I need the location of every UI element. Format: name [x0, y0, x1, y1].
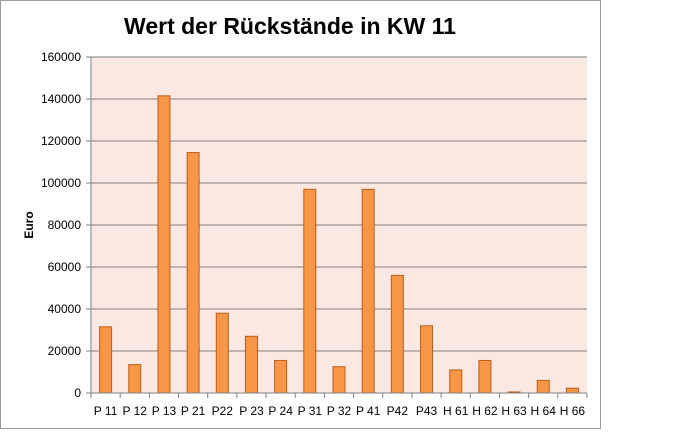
bar	[390, 274, 404, 394]
x-tick-label: P43	[416, 404, 438, 418]
bar	[215, 312, 229, 394]
gridlines	[91, 56, 587, 352]
x-tick-label: H 66	[560, 404, 586, 418]
y-tick-label: 80000	[48, 218, 82, 232]
bar	[565, 387, 579, 394]
bar	[420, 325, 434, 394]
x-tick-label: H 61	[443, 404, 469, 418]
y-tick-labels: 0 20000 40000 60000 80000 100000 120000 140000 1…	[41, 50, 81, 400]
chart-title: Wert der Rückstände in KW 11	[124, 13, 456, 39]
bar	[449, 369, 463, 394]
y-axis-label: Euro	[22, 211, 36, 238]
bars	[99, 95, 579, 394]
x-tick-label: P42	[387, 404, 409, 418]
x-tick-label: P 23	[239, 404, 264, 418]
bar	[332, 366, 346, 394]
y-tick-label: 0	[74, 386, 81, 400]
y-tick-label: 140000	[41, 92, 81, 106]
bar	[244, 335, 258, 394]
bar	[274, 359, 288, 394]
y-tick-label: 40000	[48, 302, 82, 316]
x-tick-label: P 31	[298, 404, 323, 418]
x-tick-labels: P 11 P 12 P 13 P 21 P22 P 23 P 24 P 31 P 32 P 41 P…	[94, 404, 586, 418]
x-tick-label: P 12	[123, 404, 148, 418]
bar	[186, 152, 200, 394]
y-tick-label: 100000	[41, 176, 81, 190]
bar	[128, 364, 142, 394]
bar	[536, 379, 550, 394]
x-tick-label: H 63	[501, 404, 527, 418]
y-tick-label: 160000	[41, 50, 81, 64]
bar	[303, 188, 317, 394]
y-tick-label: 60000	[48, 260, 82, 274]
x-tick-label: P 13	[152, 404, 177, 418]
bar	[361, 188, 375, 394]
y-tick-label: 20000	[48, 344, 82, 358]
x-tick-label: P 32	[327, 404, 352, 418]
x-tick-label: H 64	[531, 404, 557, 418]
y-tick-label: 120000	[41, 134, 81, 148]
x-tick-label: H 62	[472, 404, 498, 418]
bar	[478, 359, 492, 394]
bar	[157, 95, 171, 394]
axes	[86, 56, 588, 398]
x-tick-label: P22	[212, 404, 234, 418]
x-tick-label: P 41	[356, 404, 381, 418]
x-tick-label: P 24	[268, 404, 293, 418]
bar	[99, 326, 113, 394]
x-tick-label: P 11	[94, 404, 118, 418]
x-tick-label: P 21	[181, 404, 206, 418]
